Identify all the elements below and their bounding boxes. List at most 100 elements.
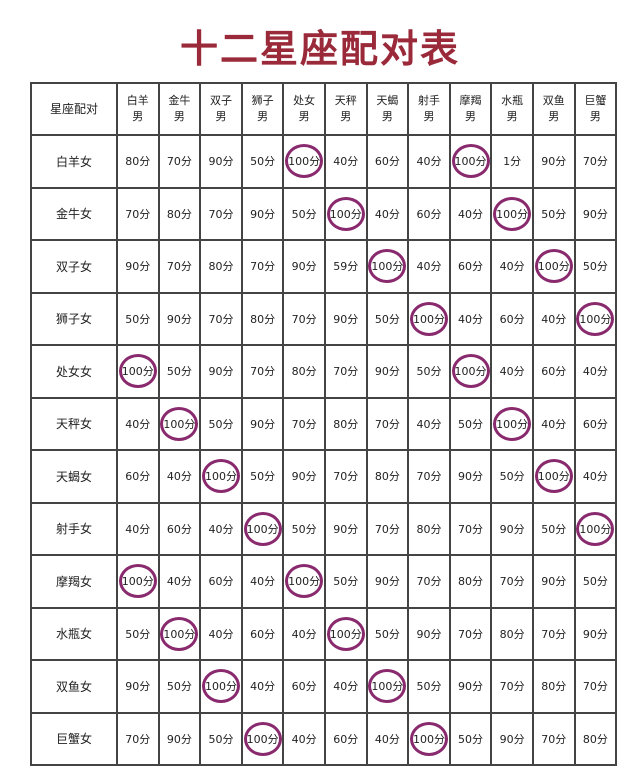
score-value: 50分 [125,627,151,641]
score-value: 40分 [208,522,234,536]
score-cell: 40分 [240,659,285,714]
score-cell: 90分 [116,239,160,294]
score-value: 50分 [291,522,317,536]
column-header: 摩羯 男 [448,82,493,136]
score-cell: 100分 [240,501,285,556]
score-cell: 90分 [531,554,576,609]
score-value: 70分 [416,470,442,484]
score-cell: 70分 [407,449,451,504]
row-label: 巨蟹女 [30,711,118,766]
score-cell: 40分 [573,344,618,399]
score-value: 70分 [291,417,317,431]
highlight-circle [576,511,615,546]
score-value: 50分 [166,680,192,694]
table-row: 射手女 40分 60分 40分 100分 50分 90分 70分 80分 70分 90分 50分 100… [30,501,618,556]
score-cell: 60分 [448,239,493,294]
score-value: 60分 [333,732,359,746]
score-value: 70分 [125,207,151,221]
score-cell: 50分 [448,396,493,451]
highlight-circle [285,564,324,599]
score-value: 80分 [125,155,151,169]
highlight-circle [201,459,240,494]
score-cell: 60分 [323,711,368,766]
row-label: 天秤女 [30,396,118,451]
score-value: 50分 [582,575,608,589]
score-cell: 90分 [199,344,243,399]
score-value: 40分 [291,732,317,746]
score-cell: 80分 [199,239,243,294]
score-value: 90分 [541,155,567,169]
score-value: 90分 [499,732,525,746]
score-value: 40分 [333,155,359,169]
score-value: 40分 [374,732,400,746]
score-cell: 80分 [116,134,160,189]
score-cell: 60分 [240,606,285,661]
score-value: 40分 [416,260,442,274]
score-cell: 40分 [531,291,576,346]
table-row: 水瓶女 50分 100分 40分 60分 40分 100分 50分 90分 70分 80分 70分 90… [30,606,618,661]
score-cell: 100分 [157,396,202,451]
score-value: 50分 [333,575,359,589]
score-cell: 70分 [157,239,202,294]
score-cell: 60分 [365,134,410,189]
score-cell: 100分 [407,711,451,766]
score-value: 50分 [541,522,567,536]
score-value: 70分 [541,732,567,746]
score-cell: 90分 [199,134,243,189]
score-value: 70分 [458,522,484,536]
score-cell: 100分 [573,501,618,556]
column-header: 天蝎 男 [365,82,410,136]
score-value: 40分 [250,680,276,694]
row-label: 双子女 [30,239,118,294]
score-value: 50分 [125,312,151,326]
score-value: 70分 [291,312,317,326]
score-cell: 40分 [365,711,410,766]
score-value: 90分 [125,260,151,274]
score-value: 70分 [166,260,192,274]
score-cell: 80分 [531,659,576,714]
score-value: 90分 [374,365,400,379]
score-cell: 60分 [199,554,243,609]
score-cell: 60分 [282,659,326,714]
score-cell: 100分 [531,449,576,504]
score-cell: 50分 [157,659,202,714]
score-value: 90分 [541,575,567,589]
score-cell: 40分 [116,396,160,451]
score-cell: 70分 [199,291,243,346]
column-header: 水瓶 男 [490,82,534,136]
column-header: 天秤 男 [323,82,368,136]
score-cell: 100分 [365,659,410,714]
score-value: 60分 [374,155,400,169]
score-cell: 100分 [323,606,368,661]
score-value: 40分 [125,417,151,431]
score-cell: 100分 [116,344,160,399]
score-value: 40分 [458,312,484,326]
score-cell: 80分 [448,554,493,609]
score-value: 60分 [582,417,608,431]
score-value: 60分 [166,522,192,536]
score-value: 50分 [208,732,234,746]
score-cell: 40分 [407,134,451,189]
table-row: 双子女 90分 70分 80分 70分 90分 59分 100分 40分 60分 40分 100分 50… [30,239,618,294]
score-cell: 50分 [531,186,576,241]
score-value: 50分 [374,627,400,641]
score-cell: 40分 [282,711,326,766]
score-value: 70分 [125,732,151,746]
table-row: 白羊女 80分 70分 90分 50分 100分 40分 60分 40分 100分 1分 90分 70分 [30,134,618,189]
score-value: 60分 [416,207,442,221]
score-cell: 60分 [157,501,202,556]
score-cell: 90分 [448,659,493,714]
score-cell: 50分 [199,396,243,451]
highlight-circle [243,721,282,756]
score-cell: 80分 [240,291,285,346]
score-value: 70分 [374,522,400,536]
score-value: 70分 [208,207,234,221]
table-row: 金牛女 70分 80分 70分 90分 50分 100分 40分 60分 40分 100分 50分 90… [30,186,618,241]
score-cell: 100分 [240,711,285,766]
column-header: 射手 男 [407,82,451,136]
score-value: 70分 [333,470,359,484]
score-cell: 40分 [490,344,534,399]
row-label: 双鱼女 [30,659,118,714]
highlight-circle [118,564,157,599]
score-cell: 70分 [116,186,160,241]
